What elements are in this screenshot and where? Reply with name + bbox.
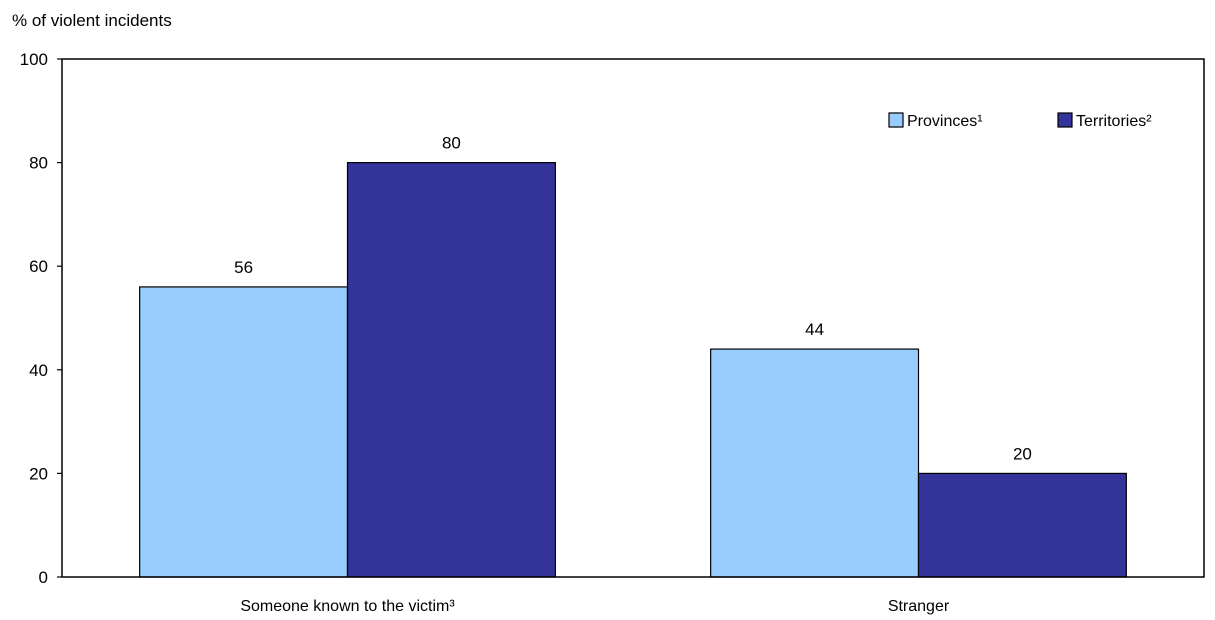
x-axis: Someone known to the victim³ Stranger: [240, 598, 950, 615]
legend-swatch-provinces: [888, 112, 904, 128]
legend-item-provinces: Provinces¹: [888, 112, 983, 130]
data-label: 20: [1013, 444, 1032, 463]
y-axis: 0 20 40 60 80 100: [20, 50, 62, 587]
y-tick-label: 60: [29, 257, 48, 276]
x-category-label: Stranger: [888, 598, 950, 615]
y-tick-label: 80: [29, 154, 48, 173]
y-tick-label: 20: [29, 464, 48, 483]
legend-swatch-territories: [1057, 112, 1073, 128]
y-axis-title: % of violent incidents: [12, 11, 172, 30]
bar-provinces: [139, 286, 349, 578]
legend: Provinces¹ Territories²: [888, 112, 1152, 130]
data-label: 44: [805, 320, 824, 339]
legend-label-provinces: Provinces¹: [907, 113, 983, 130]
y-tick-label: 40: [29, 361, 48, 380]
bar-territories: [917, 472, 1127, 578]
y-tick-label: 100: [20, 50, 48, 69]
legend-item-territories: Territories²: [1057, 112, 1152, 130]
bar-territories: [346, 162, 556, 578]
bars: [139, 162, 1127, 578]
data-label: 80: [442, 134, 461, 153]
bar-provinces: [710, 348, 920, 578]
x-category-label: Someone known to the victim³: [240, 598, 455, 615]
legend-label-territories: Territories²: [1076, 113, 1152, 130]
plot-area-frame: [61, 58, 1205, 578]
data-labels: 56 80 44 20: [234, 134, 1032, 464]
y-tick-label: 0: [39, 568, 48, 587]
data-label: 56: [234, 258, 253, 277]
